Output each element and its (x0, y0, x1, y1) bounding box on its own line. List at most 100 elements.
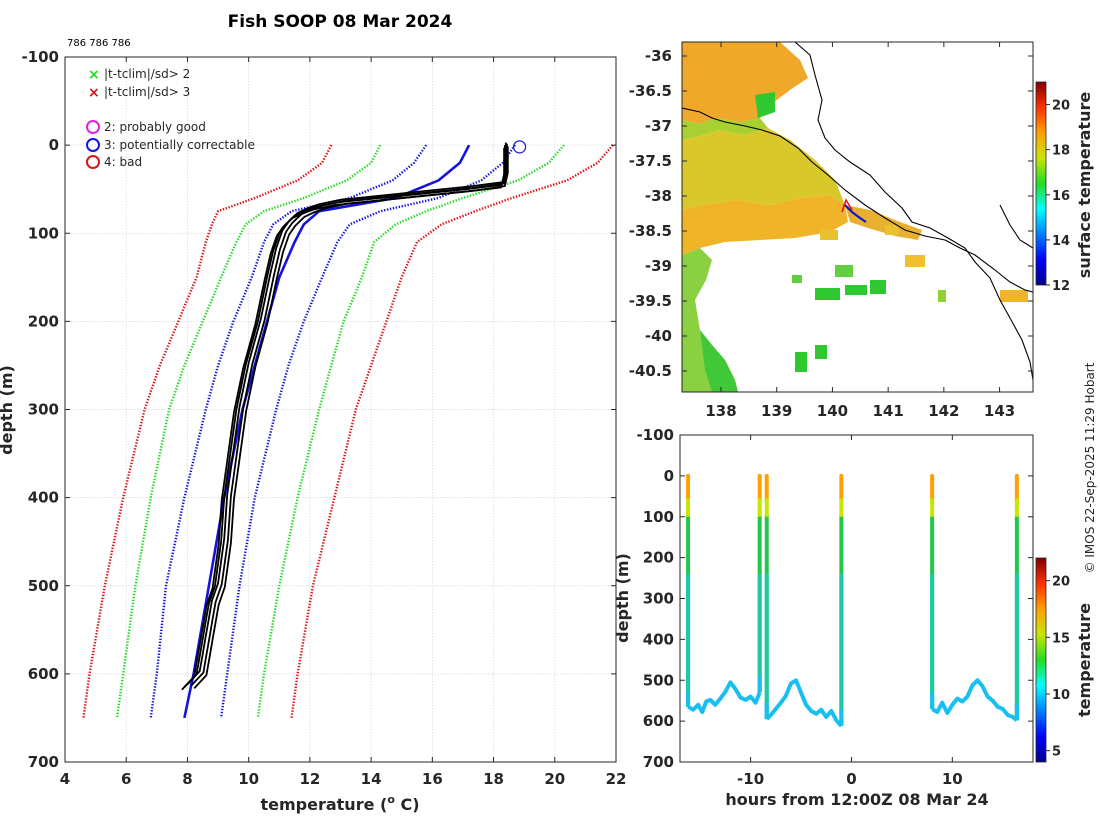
climatology-line-mean-3sd (290, 144, 614, 719)
sst-patch (820, 230, 838, 240)
sst-patch (815, 288, 840, 300)
timedepth-ytick-label: 500 (643, 671, 674, 689)
coastline-north (999, 204, 1033, 249)
coastline (794, 42, 1033, 381)
temperature-colorbar-tick-label: 10 (1052, 688, 1070, 703)
map-xtick-label: 142 (928, 402, 959, 420)
legend-circle-blue-icon (86, 138, 100, 152)
profile-xtick-label: 12 (299, 770, 320, 788)
climatology-line-mean-1sd (219, 144, 516, 719)
legend-circle-red-icon (86, 155, 100, 169)
timedepth-ytick-label: 100 (643, 508, 674, 526)
sst-patch (795, 352, 807, 372)
sst-patch (835, 265, 853, 277)
sst-patch (905, 255, 925, 267)
bottom-depth-trace (687, 680, 762, 715)
timedepth-xtick-label: 10 (942, 770, 963, 788)
climatology-line-mean-3sd (82, 144, 333, 719)
profile-xtick-label: 4 (60, 770, 70, 788)
platform-ids: 786 786 786 (67, 38, 131, 49)
timedepth-ylabel: depth (m) (613, 553, 632, 643)
profile-ytick-label: 700 (28, 753, 59, 771)
legend-circle-magenta-icon (86, 120, 100, 134)
map-ytick-label: -39 (645, 257, 672, 275)
profile-grid (65, 57, 616, 762)
legend-label-potentially-correctable: 3: potentially correctable (104, 138, 255, 152)
timedepth-ytick-label: 200 (643, 549, 674, 567)
map-ytick-label: -40.5 (629, 362, 672, 380)
timedepth-frame (679, 434, 1034, 763)
map-frame (681, 41, 1034, 393)
legend-label-bad: 4: bad (104, 155, 142, 169)
legend-cross-green-icon: × (88, 67, 100, 83)
climatology-lines (82, 144, 614, 719)
sst-green-patch (755, 92, 775, 118)
observed-profile-line (186, 142, 507, 686)
sst-patch (938, 290, 946, 302)
legend-label-probably-good: 2: probably good (104, 120, 206, 134)
sst-colorbar-ticks: 12 14 16 18 20 (1046, 99, 1070, 294)
profile-ytick-label: 100 (28, 224, 59, 242)
profile-ticks: 4 6 8 10 12 14 16 18 20 22 -100 0 100 200 300 400 500 600… (21, 48, 626, 788)
observed-profile-line (181, 147, 505, 691)
profile-ytick-label: 300 (28, 401, 59, 419)
profile-ylabel: depth (m) (0, 365, 16, 455)
sst-colorbar-tick-label: 12 (1052, 279, 1070, 294)
sst-patch (792, 275, 802, 283)
ship-track-red (841, 198, 853, 213)
sst-patch (870, 280, 886, 294)
profile-xtick-label: 16 (422, 770, 443, 788)
map-panel: 138 139 140 141 142 143 -36 -36.5 -37 -37.5 -38 -38… (629, 41, 1094, 420)
timedepth-ytick-label: 0 (664, 467, 674, 485)
temperature-colorbar-tick-label: 5 (1052, 745, 1061, 760)
timedepth-ytick-label: 300 (643, 590, 674, 608)
temperature-colorbar-tick-label: 15 (1052, 631, 1070, 646)
sst-green-coastal (682, 118, 768, 140)
profile-xlabel: temperature (o C) (260, 793, 419, 814)
profile-xtick-label: 14 (361, 770, 382, 788)
map-ytick-label: -36.5 (629, 82, 672, 100)
profile-xtick-label: 6 (121, 770, 131, 788)
profile-ytick-label: 400 (28, 489, 59, 507)
timedepth-xtick-label: -10 (737, 770, 764, 788)
climatology-line-mean-2sd (115, 144, 382, 719)
temperature-colorbar (1035, 557, 1047, 763)
climatology-line-mean-2sd (256, 144, 565, 719)
climatology-line-mean-1sd (149, 144, 428, 719)
temperature-colorbar-ticks: 5 10 15 20 (1046, 575, 1070, 760)
sst-colorbar-tick-label: 16 (1052, 189, 1070, 204)
temperature-colorbar-tick-label: 20 (1052, 575, 1070, 590)
map-xtick-label: 140 (817, 402, 848, 420)
sst-colorbar-tick-label: 14 (1052, 234, 1070, 249)
profile-xtick-label: 20 (544, 770, 565, 788)
map-ytick-label: -39.5 (629, 292, 672, 310)
flag-circle-marker (512, 140, 527, 154)
sst-orange-region (682, 42, 808, 124)
chart-title: Fish SOOP 08 Mar 2024 (228, 12, 453, 32)
map-ticks: 138 139 140 141 142 143 -36 -36.5 -37 -37.5 -38 -38… (629, 42, 1033, 420)
ship-track (843, 203, 867, 223)
timedepth-ytick-label: 700 (643, 753, 674, 771)
observed-profile-line (183, 145, 506, 688)
map-xtick-label: 143 (984, 402, 1015, 420)
legend-label-sd2: |t-tclim|/sd> 2 (104, 67, 190, 81)
profile-ytick-label: -100 (21, 48, 59, 66)
bottom-depth-trace (931, 678, 1019, 722)
map-ytick-label: -36 (645, 47, 672, 65)
sst-patch (815, 345, 827, 359)
profile-ytick-label: 600 (28, 665, 59, 683)
map-ytick-label: -38 (645, 187, 672, 205)
map-xtick-label: 139 (761, 402, 792, 420)
sst-colorbar (1035, 81, 1047, 286)
shelf-contour (682, 107, 1033, 293)
sst-green-bottomleft-2 (700, 330, 738, 392)
bottom-depth-trace (765, 678, 843, 728)
profile-ytick-label: 200 (28, 312, 59, 330)
legend-cross-red-icon: × (88, 85, 100, 101)
map-xtick-label: 138 (705, 402, 736, 420)
profile-panel: 4 6 8 10 12 14 16 18 20 22 -100 0 100 200 300 400 500 600… (0, 48, 626, 814)
map-ytick-label: -38.5 (629, 222, 672, 240)
map-ytick-label: -37 (645, 117, 672, 135)
profile-xtick-label: 8 (182, 770, 192, 788)
